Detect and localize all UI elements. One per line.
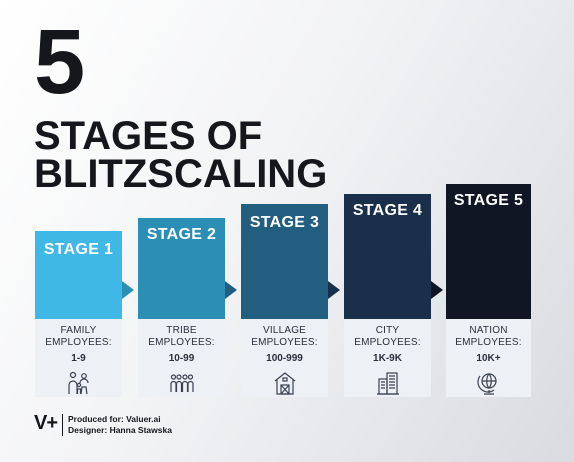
designer-credit: Designer: Hanna Stawska	[68, 425, 172, 435]
arrow-3-4	[328, 281, 340, 299]
stage-4-employees-label: EMPLOYEES:	[354, 337, 421, 348]
stage-3-range: 100-999	[266, 353, 303, 364]
stage-3-type: VILLAGE	[262, 325, 307, 336]
stage-1-employees-label: EMPLOYEES:	[45, 337, 112, 348]
stage-4-range: 1K-9K	[373, 353, 402, 364]
stage-1-range: 1-9	[71, 353, 86, 364]
stage-5-employees-label: EMPLOYEES:	[455, 337, 522, 348]
family-icon	[67, 371, 89, 395]
stage-3-block: STAGE 3	[241, 204, 328, 321]
title-line-2: BLITZSCALING	[34, 152, 328, 196]
globe-icon	[476, 373, 497, 395]
arrow-4-5	[431, 281, 443, 299]
produced-for: Produced for: Valuer.ai	[68, 414, 161, 424]
stage-2-block: STAGE 2	[138, 218, 225, 321]
stage-4-type: CITY	[375, 325, 400, 336]
stage-3-panel: VILLAGE EMPLOYEES: 100-999	[241, 319, 328, 397]
stage-5-range: 10K+	[476, 353, 501, 364]
stage-4-panel: CITY EMPLOYEES: 1K-9K	[344, 319, 431, 397]
barn-icon	[274, 372, 295, 395]
stage-2-range: 10-99	[168, 353, 195, 364]
footer-divider	[62, 414, 63, 436]
stage-3-label: STAGE 3	[249, 214, 320, 231]
stage-2-label: STAGE 2	[146, 226, 217, 243]
arrow-2-3	[225, 281, 237, 299]
title-line-1: STAGES OF	[34, 114, 263, 158]
arrow-1-2	[122, 281, 134, 299]
stage-2-employees-label: EMPLOYEES:	[148, 337, 215, 348]
stage-4-block: STAGE 4	[344, 194, 431, 321]
stage-4-label: STAGE 4	[352, 202, 423, 219]
stage-2-panel: TRIBE EMPLOYEES: 10-99	[138, 319, 225, 397]
group-icon	[169, 374, 194, 392]
valuer-logo: V+	[34, 412, 58, 434]
stage-5-panel: NATION EMPLOYEES: 10K+	[446, 319, 531, 397]
stage-5-label: STAGE 5	[453, 192, 524, 209]
buildings-icon	[376, 372, 399, 395]
stage-1-label: STAGE 1	[43, 241, 114, 258]
stage-1-block: STAGE 1	[35, 231, 122, 321]
stage-3-employees-label: EMPLOYEES:	[251, 337, 318, 348]
stage-5-type: NATION	[469, 325, 508, 336]
stage-1-panel: FAMILY EMPLOYEES: 1-9	[35, 319, 122, 397]
footer-credits: Produced for: Valuer.ai Designer: Hanna …	[68, 414, 172, 436]
stage-5-block: STAGE 5	[446, 184, 531, 321]
stage-2-type: TRIBE	[166, 325, 197, 336]
big-number: 5	[34, 11, 85, 113]
stage-1-type: FAMILY	[60, 325, 97, 336]
